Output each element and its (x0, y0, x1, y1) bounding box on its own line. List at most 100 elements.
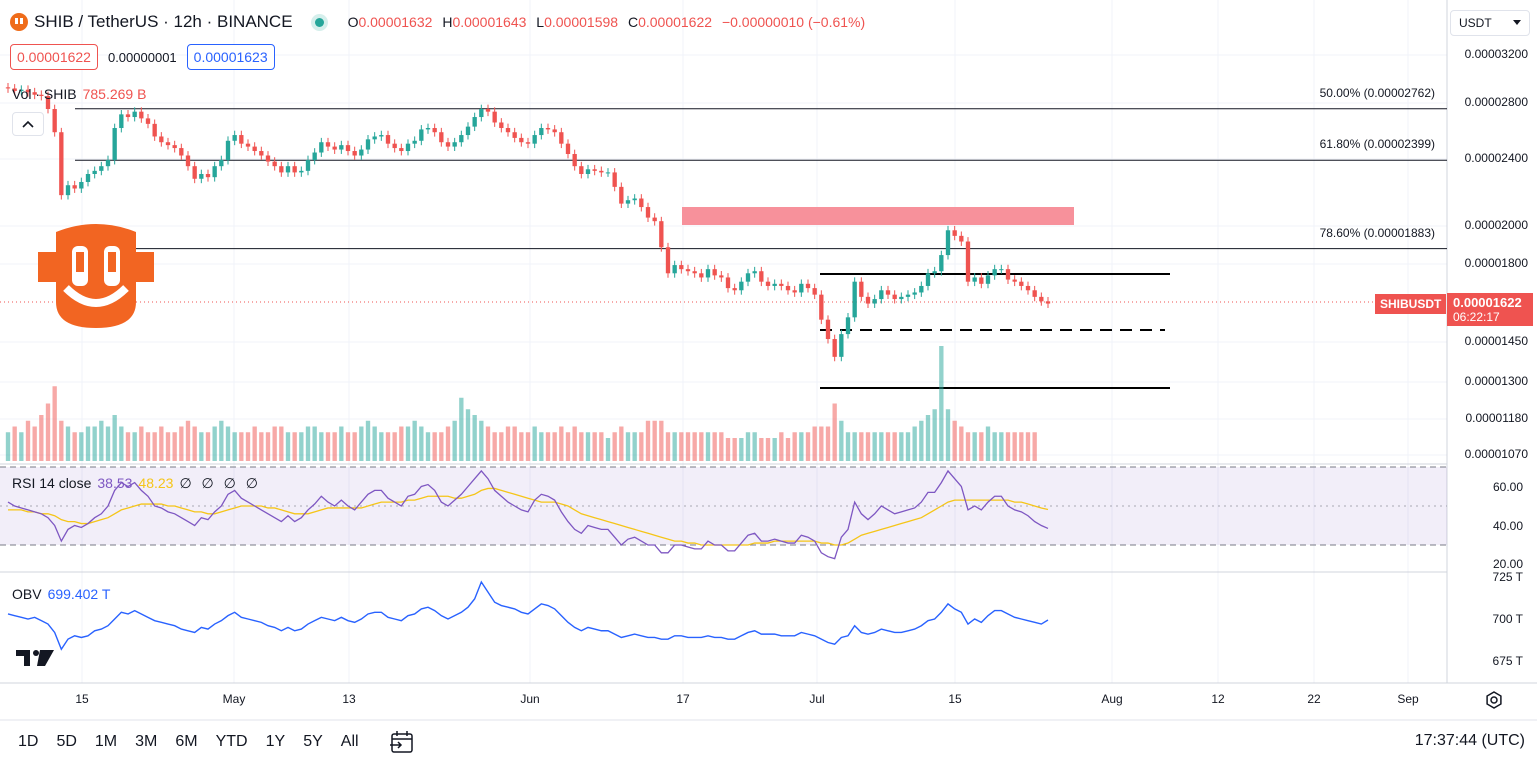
candle-body (212, 166, 217, 178)
volume-bar (932, 409, 937, 461)
range-1y-button[interactable]: 1Y (265, 733, 286, 750)
candle-body (119, 114, 124, 129)
candle-body (925, 273, 931, 286)
candle-body (165, 142, 171, 146)
volume-bar (1032, 432, 1037, 461)
candle-body (745, 273, 751, 282)
candle-body (985, 275, 991, 284)
price-axis-label: 0.00001450 (1464, 334, 1528, 348)
volume-bar (685, 432, 691, 461)
candle-body (1045, 301, 1051, 304)
candle-body (125, 114, 131, 118)
candle-body (992, 269, 997, 276)
candle-body (999, 269, 1004, 271)
volume-bar (192, 426, 197, 461)
price-axis-label: 0.00003200 (1464, 47, 1528, 61)
candle-body (399, 148, 404, 152)
range-1m-button[interactable]: 1M (94, 733, 118, 750)
resistance-zone[interactable] (682, 207, 1074, 225)
volume-bar (399, 426, 404, 461)
obv-legend[interactable]: OBV 699.402 T (12, 586, 111, 602)
gear-icon[interactable] (1484, 690, 1504, 710)
rsi-legend[interactable]: RSI 14 close 38.53 48.23 ∅ ∅ ∅ ∅ (12, 475, 261, 491)
fib-label-786: 78.60% (0.00001883) (1319, 226, 1435, 240)
range-5d-button[interactable]: 5D (56, 733, 77, 750)
candle-body (792, 290, 797, 293)
volume-bar (692, 432, 697, 461)
candle-body (845, 317, 851, 335)
volume-bar (959, 426, 964, 461)
volume-bar (872, 432, 877, 461)
volume-bar (992, 432, 997, 461)
candle-body (725, 277, 731, 289)
range-5y-button[interactable]: 5Y (303, 733, 323, 750)
candle-body (379, 135, 384, 137)
candle-body (685, 269, 691, 272)
volume-bar (759, 438, 764, 461)
volume-bar (592, 432, 597, 461)
candle-body (279, 166, 284, 173)
volume-bar (945, 409, 951, 461)
range-ytd-button[interactable]: YTD (215, 733, 248, 750)
range-3m-button[interactable]: 3M (135, 733, 158, 750)
volume-bar (99, 420, 104, 461)
buy-button[interactable]: 0.00001623 (186, 44, 275, 70)
time-axis-label: 15 (75, 692, 89, 706)
volume-bar (432, 432, 437, 461)
volume-bar (605, 438, 611, 461)
collapse-legend-button[interactable] (12, 112, 44, 136)
candle-body (1039, 296, 1044, 302)
candle-body (785, 285, 791, 291)
candle-body (1005, 269, 1011, 280)
candle-body (185, 155, 191, 167)
range-1d-button[interactable]: 1D (18, 733, 39, 750)
volume-bar (672, 432, 677, 461)
candle-body (619, 186, 624, 204)
candle-body (799, 283, 804, 293)
volume-bar (299, 432, 304, 461)
obv-axis-label: 675 T (1492, 654, 1523, 668)
candle-body (705, 269, 711, 278)
volume-bar (39, 415, 44, 461)
utc-clock[interactable]: 17:37:44 (UTC) (1414, 732, 1525, 749)
candle-body (545, 128, 551, 130)
volume-bar (139, 426, 144, 461)
price-axis-label: 0.00001300 (1464, 374, 1528, 388)
candle-body (939, 255, 944, 272)
candle-body (585, 169, 591, 174)
sell-button[interactable]: 0.00001622 (10, 44, 98, 70)
volume-bar (32, 426, 37, 461)
candle-body (172, 145, 177, 149)
symbol-title[interactable]: SHIB / TetherUS · 12h · BINANCE (34, 12, 293, 31)
shib-logo-icon (38, 224, 154, 328)
range-all-button[interactable]: All (340, 733, 359, 750)
candle-body (159, 136, 164, 143)
time-axis-label: 17 (676, 692, 690, 706)
volume-bar (212, 426, 217, 461)
candle-body (832, 339, 837, 357)
candle-body (532, 135, 537, 144)
candle-body (645, 207, 651, 218)
calendar-range-icon[interactable] (389, 730, 415, 754)
currency-select[interactable]: USDT (1450, 10, 1530, 36)
candle-body (52, 109, 57, 133)
trade-panel: 0.00001622 0.00000001 0.00001623 (10, 44, 275, 70)
candle-body (259, 151, 264, 156)
volume-bar (525, 432, 531, 461)
volume-bar (385, 432, 391, 461)
candle-body (225, 140, 231, 161)
volume-bar (679, 432, 684, 461)
volume-bar (825, 426, 831, 461)
candle-body (732, 288, 737, 291)
price-axis-label: 0.00001070 (1464, 447, 1528, 461)
volume-bar (179, 426, 184, 461)
volume-bar (185, 420, 191, 461)
volume-legend[interactable]: Vol · SHIB 785.269 B (12, 86, 147, 102)
range-6m-button[interactable]: 6M (175, 733, 198, 750)
volume-bar (532, 426, 537, 461)
price-axis-label: 0.00001800 (1464, 256, 1528, 270)
volume-bar (839, 420, 844, 461)
volume-bar (952, 420, 957, 461)
volume-bar (552, 432, 557, 461)
